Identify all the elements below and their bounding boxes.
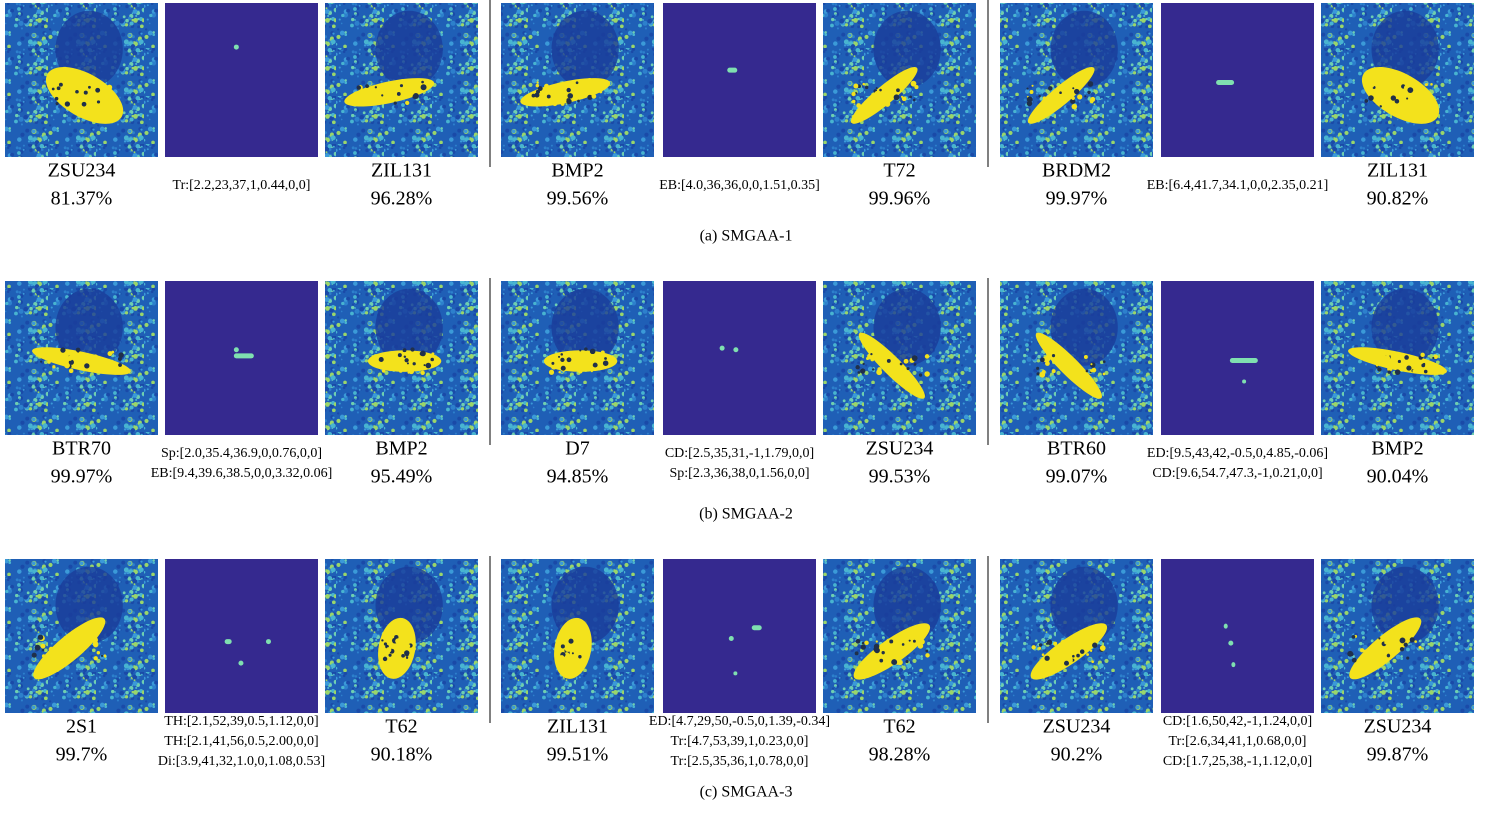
target-label: BMP2 xyxy=(375,438,427,460)
attack-params: CD:[1.7,25,38,-1,1.12,0,0] xyxy=(1163,754,1312,769)
attack-params: CD:[1.6,50,42,-1,1.24,0,0] xyxy=(1163,714,1312,729)
confidence: 99.56% xyxy=(547,188,609,210)
attack-params: EB:[4.0,36,36,0,0,1.51,0.35] xyxy=(659,178,820,193)
scatter-map xyxy=(165,3,318,157)
sar-image xyxy=(5,3,158,157)
scatter-map xyxy=(1161,3,1314,157)
target-label: ZIL131 xyxy=(547,716,608,738)
target-label: T72 xyxy=(883,160,915,182)
attack-params: Tr:[4.7,53,39,1,0.23,0,0] xyxy=(671,734,809,749)
sar-image xyxy=(501,559,654,713)
scatter-map xyxy=(663,281,816,435)
sar-image xyxy=(325,3,478,157)
sar-image xyxy=(1321,559,1474,713)
confidence: 94.85% xyxy=(547,466,609,488)
attack-params: Tr:[2.5,35,36,1,0.78,0,0] xyxy=(671,754,809,769)
attack-params: Tr:[2.2,23,37,1,0.44,0,0] xyxy=(173,178,311,193)
sar-image xyxy=(1000,3,1153,157)
confidence: 99.7% xyxy=(56,744,108,766)
confidence: 99.87% xyxy=(1367,744,1429,766)
sar-image xyxy=(1000,559,1153,713)
target-label: BTR60 xyxy=(1047,438,1106,460)
scatter-map xyxy=(1161,281,1314,435)
sar-image xyxy=(1321,281,1474,435)
sar-image xyxy=(325,559,478,713)
sar-image xyxy=(823,559,976,713)
sar-image xyxy=(823,3,976,157)
target-label: D7 xyxy=(565,438,589,460)
sar-image xyxy=(501,281,654,435)
sar-image xyxy=(823,281,976,435)
attack-params: CD:[2.5,35,31,-1,1.79,0,0] xyxy=(665,446,814,461)
target-label: ZSU234 xyxy=(48,160,116,182)
attack-params: TH:[2.1,52,39,0.5,1.12,0,0] xyxy=(164,714,318,729)
confidence: 90.18% xyxy=(371,744,433,766)
attack-params: TH:[2.1,41,56,0.5,2.00,0,0] xyxy=(164,734,318,749)
target-label: ZSU234 xyxy=(866,438,934,460)
scatter-map xyxy=(1161,559,1314,713)
attack-params: Sp:[2.3,36,38,0,1.56,0,0] xyxy=(670,466,810,481)
attack-params: Di:[3.9,41,32,1.0,0,1.08,0.53] xyxy=(158,754,325,769)
attack-params: ED:[9.5,43,42,-0.5,0,4.85,-0.06] xyxy=(1147,446,1328,461)
sar-image xyxy=(1000,281,1153,435)
confidence: 90.04% xyxy=(1367,466,1429,488)
confidence: 90.2% xyxy=(1051,744,1103,766)
confidence: 99.53% xyxy=(869,466,931,488)
confidence: 99.07% xyxy=(1046,466,1108,488)
attack-params: ED:[4.7,29,50,-0.5,0,1.39,-0.34] xyxy=(649,714,830,729)
confidence: 98.28% xyxy=(869,744,931,766)
confidence: 99.97% xyxy=(51,466,113,488)
confidence: 99.51% xyxy=(547,744,609,766)
attack-params: EB:[9.4,39.6,38.5,0,0,3.32,0.06] xyxy=(151,466,333,481)
target-label: BMP2 xyxy=(1371,438,1423,460)
target-label: BMP2 xyxy=(551,160,603,182)
target-label: BRDM2 xyxy=(1042,160,1111,182)
target-label: ZIL131 xyxy=(1367,160,1428,182)
sar-image xyxy=(5,281,158,435)
target-label: T62 xyxy=(883,716,915,738)
target-label: ZSU234 xyxy=(1364,716,1432,738)
sar-image xyxy=(5,559,158,713)
attack-params: CD:[9.6,54.7,47.3,-1,0.21,0,0] xyxy=(1152,466,1322,481)
confidence: 90.82% xyxy=(1367,188,1429,210)
attack-params: EB:[6.4,41.7,34.1,0,0,2.35,0.21] xyxy=(1147,178,1329,193)
attack-params: Sp:[2.0,35.4,36.9,0,0.76,0,0] xyxy=(161,446,322,461)
figure: ZSU234 81.37% ZIL131 96.28% Tr:[2.2,23,37,1,… xyxy=(0,0,1493,818)
subfigure-caption: (a) SMGAA-1 xyxy=(700,228,793,245)
confidence: 95.49% xyxy=(371,466,433,488)
sar-image xyxy=(325,281,478,435)
target-label: ZIL131 xyxy=(371,160,432,182)
sar-image xyxy=(501,3,654,157)
confidence: 99.97% xyxy=(1046,188,1108,210)
subfigure-caption: (c) SMGAA-3 xyxy=(700,784,793,801)
confidence: 96.28% xyxy=(371,188,433,210)
confidence: 81.37% xyxy=(51,188,113,210)
scatter-map xyxy=(663,559,816,713)
scatter-map xyxy=(663,3,816,157)
target-label: T62 xyxy=(385,716,417,738)
subfigure-caption: (b) SMGAA-2 xyxy=(699,506,793,523)
sar-image xyxy=(1321,3,1474,157)
scatter-map xyxy=(165,281,318,435)
target-label: 2S1 xyxy=(66,716,97,738)
scatter-map xyxy=(165,559,318,713)
target-label: ZSU234 xyxy=(1043,716,1111,738)
confidence: 99.96% xyxy=(869,188,931,210)
attack-params: Tr:[2.6,34,41,1,0.68,0,0] xyxy=(1169,734,1307,749)
target-label: BTR70 xyxy=(52,438,111,460)
